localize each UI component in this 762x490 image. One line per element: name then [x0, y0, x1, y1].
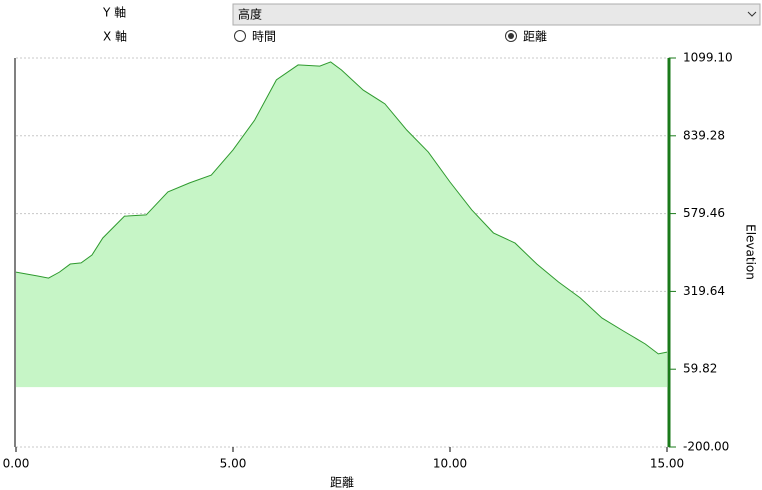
- y-axis-title: Elevation: [744, 224, 758, 280]
- x-tick-label: 15.00: [650, 457, 684, 471]
- dropdown-arrow: [747, 11, 757, 17]
- y-tick-label: 59.82: [683, 362, 717, 376]
- y-tick-label: 579.46: [683, 206, 725, 220]
- y-tick-label: 319.64: [683, 284, 725, 298]
- y-tick-label: 839.28: [683, 128, 725, 142]
- radio-label[interactable]: 距離: [523, 30, 547, 44]
- x-tick-label: 10.00: [433, 457, 467, 471]
- y-axis-dropdown[interactable]: 高度: [232, 3, 761, 26]
- area-line: [15, 61, 668, 355]
- x-axis-title: 距離: [330, 476, 354, 490]
- x-axis-label: X 軸: [103, 30, 127, 44]
- radio-button[interactable]: [234, 30, 246, 42]
- x-tick-label: 5.00: [220, 457, 247, 471]
- x-tick-label: 0.00: [3, 457, 30, 471]
- area-fill: [16, 61, 667, 388]
- y-tick-label: 1099.10: [683, 51, 733, 65]
- radio-dot: [508, 33, 514, 39]
- dropdown-value[interactable]: 高度: [238, 7, 262, 22]
- dropdown-box[interactable]: [232, 3, 761, 26]
- radio-label[interactable]: 時間: [252, 30, 276, 44]
- y-tick-label: -200.00: [683, 440, 729, 454]
- y-axis-label: Y 軸: [102, 6, 126, 20]
